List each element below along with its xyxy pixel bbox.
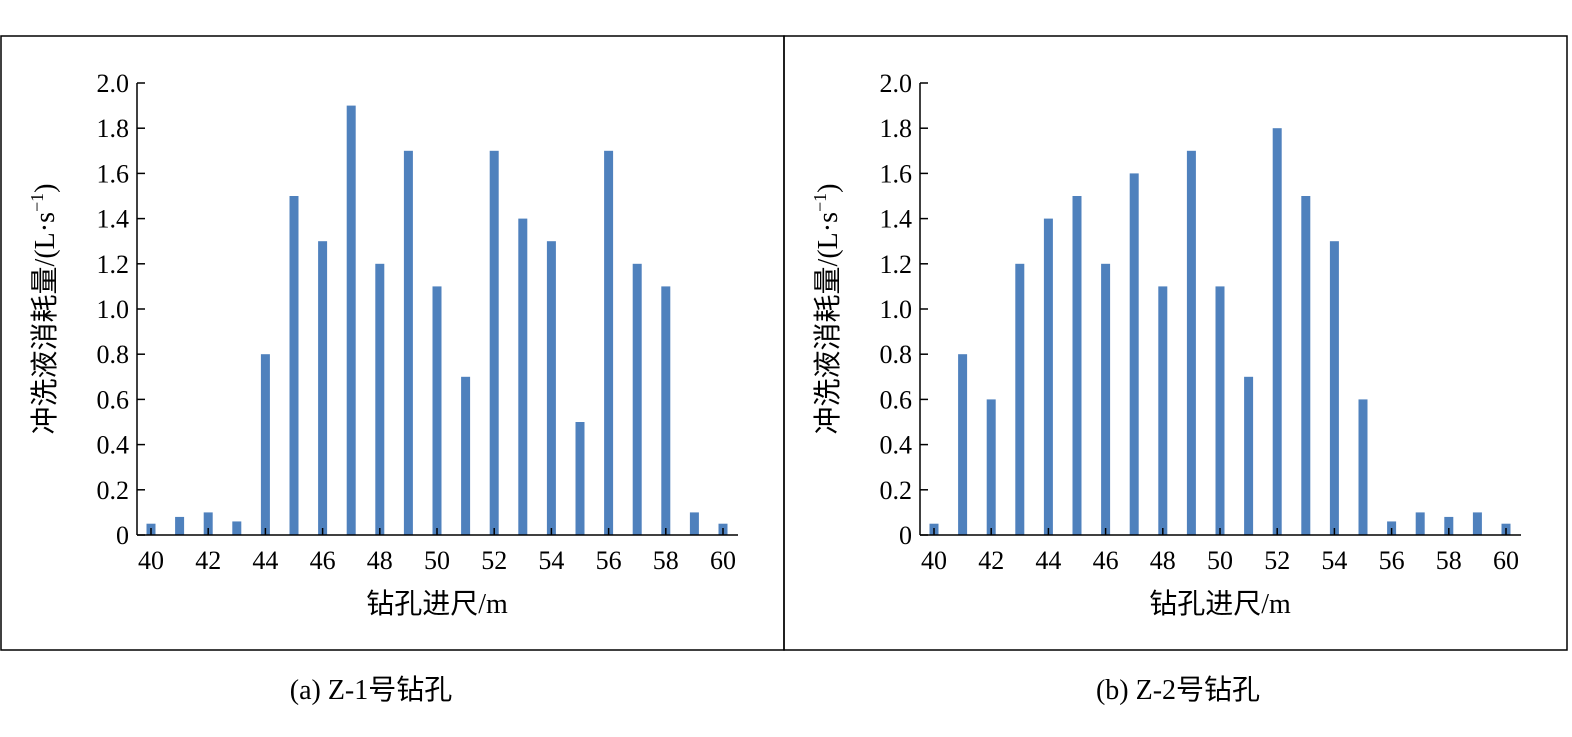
bar: [1358, 399, 1368, 535]
panel-frame-b: [783, 35, 1568, 651]
y-tick-label: 1.2: [97, 250, 130, 279]
bar: [232, 521, 242, 535]
bar: [318, 241, 328, 535]
bar: [604, 150, 614, 536]
bar: [1015, 263, 1025, 535]
y-tick-label: 1.0: [97, 295, 130, 324]
x-tick-label: 40: [138, 546, 164, 575]
bar: [661, 286, 671, 535]
x-tick-label: 58: [1436, 546, 1462, 575]
y-axis-label: 冲洗液消耗量/(L·s−1): [27, 184, 61, 435]
x-tick-label: 60: [1493, 546, 1519, 575]
bar: [1043, 218, 1053, 535]
x-tick-label: 52: [1264, 546, 1290, 575]
y-tick-label: 0: [116, 521, 129, 550]
bar: [203, 512, 213, 535]
x-tick-label: 56: [596, 546, 622, 575]
bar: [1444, 516, 1454, 535]
y-tick-label: 0: [899, 521, 912, 550]
bar: [175, 516, 185, 535]
bar: [689, 512, 699, 535]
bar: [1186, 150, 1196, 536]
x-tick-label: 54: [1321, 546, 1347, 575]
y-tick-label: 0.6: [97, 385, 130, 414]
y-tick-label: 0.6: [880, 385, 913, 414]
bar: [1158, 286, 1168, 535]
x-tick-label: 50: [424, 546, 450, 575]
x-tick-label: 44: [1035, 546, 1061, 575]
bar: [346, 105, 356, 535]
y-tick-label: 1.4: [97, 205, 130, 234]
bar: [289, 196, 299, 535]
bar: [1301, 196, 1311, 535]
y-tick-label: 0.2: [880, 476, 913, 505]
bar: [575, 422, 585, 535]
y-tick-label: 0.4: [97, 431, 130, 460]
bar: [958, 354, 968, 535]
x-tick-label: 46: [310, 546, 336, 575]
y-tick-label: 1.8: [97, 114, 130, 143]
x-tick-label: 56: [1379, 546, 1405, 575]
y-axis-label: 冲洗液消耗量/(L·s−1): [810, 184, 844, 435]
bar: [461, 376, 471, 535]
y-tick-label: 1.2: [880, 250, 913, 279]
x-axis-label: 钻孔进尺/m: [366, 588, 508, 620]
caption-a: (a) Z-1号钻孔: [289, 675, 453, 706]
x-tick-label: 48: [367, 546, 393, 575]
bar: [1215, 286, 1225, 535]
bar: [1101, 263, 1111, 535]
x-axis-label: 钻孔进尺/m: [1149, 588, 1291, 620]
x-tick-label: 46: [1093, 546, 1119, 575]
bar: [1472, 512, 1482, 535]
bar: [1244, 376, 1254, 535]
bar: [1415, 512, 1425, 535]
bar: [1272, 128, 1282, 535]
bar: [403, 150, 413, 536]
bar: [489, 150, 499, 536]
x-tick-label: 48: [1150, 546, 1176, 575]
x-tick-label: 60: [710, 546, 736, 575]
y-tick-label: 0.8: [880, 340, 913, 369]
y-tick-label: 0.8: [97, 340, 130, 369]
y-tick-label: 0.4: [880, 431, 913, 460]
x-tick-label: 42: [978, 546, 1004, 575]
x-tick-label: 58: [653, 546, 679, 575]
y-tick-label: 2.0: [880, 69, 913, 98]
x-tick-label: 44: [252, 546, 278, 575]
x-tick-label: 50: [1207, 546, 1233, 575]
bar: [375, 263, 385, 535]
x-tick-label: 54: [538, 546, 564, 575]
caption-b: (b) Z-2号钻孔: [1095, 675, 1261, 706]
y-tick-label: 1.8: [880, 114, 913, 143]
bar: [986, 399, 996, 535]
bar: [432, 286, 442, 535]
x-tick-label: 42: [195, 546, 221, 575]
bar: [1329, 241, 1339, 535]
x-tick-label: 52: [481, 546, 507, 575]
chart-panel-a: 0 0.2 0.4 0.6 0.8 1.0 1.2 1.4 1.6 1.8 2.0 40 42 44 46 4…: [27, 69, 738, 620]
y-tick-label: 1.4: [880, 205, 913, 234]
chart-panel-b: 0 0.2 0.4 0.6 0.8 1.0 1.2 1.4 1.6 1.8 2.0 40 42 44 46 4…: [810, 69, 1521, 620]
x-tick-label: 40: [921, 546, 947, 575]
y-tick-label: 0.2: [97, 476, 130, 505]
bar: [546, 241, 556, 535]
y-tick-label: 1.6: [97, 159, 130, 188]
y-tick-label: 2.0: [97, 69, 130, 98]
bar: [632, 263, 642, 535]
bar: [1129, 173, 1139, 535]
bar: [1072, 196, 1082, 535]
bar: [518, 218, 528, 535]
y-tick-label: 1.0: [880, 295, 913, 324]
y-tick-label: 1.6: [880, 159, 913, 188]
bar: [260, 354, 270, 535]
